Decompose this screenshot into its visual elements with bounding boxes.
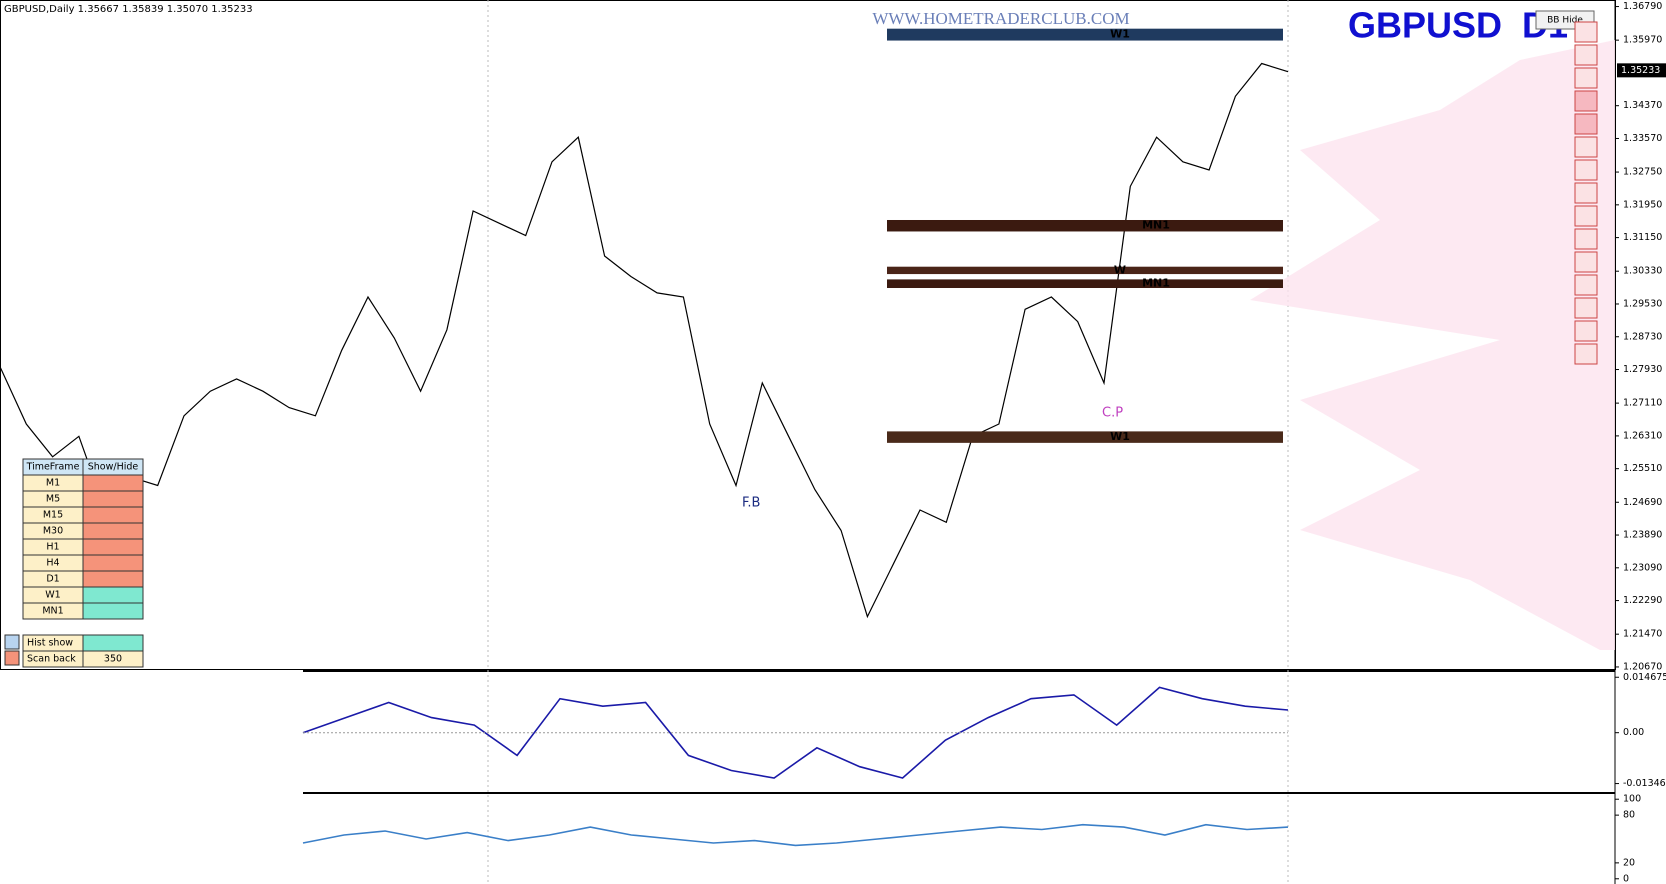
watermark: WWW.HOMETRADERCLUB.COM — [872, 9, 1129, 28]
toolbar-button[interactable] — [1574, 228, 1598, 250]
row-label: H4 — [46, 558, 59, 569]
toolbar-button[interactable] — [1574, 21, 1598, 43]
row-label: H1 — [46, 542, 59, 553]
toolbar-button[interactable] — [1574, 182, 1598, 204]
zone-label: MN1 — [1142, 277, 1170, 290]
table-header: Show/Hide — [88, 462, 139, 473]
toolbar-button[interactable] — [1574, 297, 1598, 319]
zone-label: W1 — [1110, 430, 1130, 443]
y-tick-label: 1.25510 — [1623, 463, 1662, 474]
row-label: M5 — [46, 494, 60, 505]
current-price-label: 1.35233 — [1621, 65, 1660, 76]
toggle-cell[interactable] — [82, 634, 144, 652]
zone — [887, 28, 1283, 41]
toolbar-button[interactable] — [1574, 274, 1598, 296]
toggle-cell[interactable] — [82, 490, 144, 508]
y-tick-label: 1.36790 — [1623, 1, 1662, 12]
toolbar-button[interactable] — [1574, 205, 1598, 227]
row-label: W1 — [45, 590, 60, 601]
y-tick-label: 1.27930 — [1623, 364, 1662, 375]
y-tick-label: 80 — [1623, 810, 1635, 821]
y-tick-label: 1.22290 — [1623, 595, 1662, 606]
zone — [887, 266, 1283, 275]
y-tick-label: 1.28730 — [1623, 331, 1662, 342]
y-tick-label: 0.014675 — [1623, 672, 1666, 683]
scan-back-value: 350 — [104, 654, 122, 665]
y-tick-label: 1.24690 — [1623, 497, 1662, 508]
toolbar-button[interactable] — [1574, 67, 1598, 89]
zone — [887, 431, 1283, 443]
zone-label: W — [1114, 263, 1126, 276]
icon[interactable] — [4, 634, 20, 650]
y-tick-label: 1.31150 — [1623, 232, 1662, 243]
y-tick-label: 0.00 — [1623, 727, 1644, 738]
price-line — [0, 62, 1289, 619]
toggle-cell[interactable] — [82, 570, 144, 588]
frame — [0, 0, 1616, 670]
zone — [887, 219, 1283, 232]
toggle-cell[interactable] — [82, 538, 144, 556]
y-tick-label: 0 — [1623, 873, 1629, 884]
icon[interactable] — [4, 650, 20, 666]
y-tick-label: 20 — [1623, 857, 1635, 868]
annotation: C.P — [1102, 406, 1123, 421]
toolbar-button[interactable] — [1574, 113, 1598, 135]
toggle-cell[interactable] — [82, 602, 144, 620]
y-tick-label: 1.34370 — [1623, 100, 1662, 111]
toolbar-button[interactable] — [1574, 343, 1598, 365]
input-cell[interactable] — [82, 650, 144, 668]
y-tick-label: 1.27110 — [1623, 398, 1662, 409]
y-tick-label: 1.20670 — [1623, 661, 1662, 672]
row-label: M15 — [43, 510, 63, 521]
y-tick-label: 1.35970 — [1623, 35, 1662, 46]
y-tick-label: 1.23890 — [1623, 530, 1662, 541]
toggle-cell[interactable] — [82, 554, 144, 572]
toolbar-button[interactable] — [1574, 159, 1598, 181]
scan-back: Scan back — [27, 654, 76, 665]
toolbar-button[interactable] — [1574, 136, 1598, 158]
row-label: M1 — [46, 478, 60, 489]
toggle-cell[interactable] — [82, 522, 144, 540]
hist-show: Hist show — [27, 638, 73, 649]
volume-profile — [1250, 40, 1615, 650]
y-tick-label: 1.21470 — [1623, 629, 1662, 640]
symbol-label: GBPUSD D1 — [1348, 5, 1568, 46]
toolbar-button[interactable] — [1574, 90, 1598, 112]
zone-label: W1 — [1110, 28, 1130, 41]
y-tick-label: 1.29530 — [1623, 298, 1662, 309]
toggle-cell[interactable] — [82, 586, 144, 604]
row-label: D1 — [46, 574, 59, 585]
toolbar-button[interactable] — [1574, 251, 1598, 273]
y-tick-label: 1.31950 — [1623, 199, 1662, 210]
zone — [887, 279, 1283, 289]
row-label: MN1 — [42, 606, 63, 617]
y-tick-label: 1.26310 — [1623, 430, 1662, 441]
zone-label: MN1 — [1142, 219, 1170, 232]
macd-line — [302, 686, 1289, 779]
y-tick-label: 1.32750 — [1623, 167, 1662, 178]
toggle-cell[interactable] — [82, 474, 144, 492]
current-price-box — [1617, 63, 1666, 78]
toggle-cell[interactable] — [82, 506, 144, 524]
y-tick-label: 1.30330 — [1623, 266, 1662, 277]
y-tick-label: 1.33570 — [1623, 133, 1662, 144]
toolbar-button[interactable] — [1574, 44, 1598, 66]
bb-hide-label[interactable]: BB Hide — [1547, 16, 1583, 26]
rsi-line — [302, 823, 1289, 847]
annotation: F.B — [742, 496, 760, 511]
y-tick-label: 1.23090 — [1623, 562, 1662, 573]
y-tick-label: -0.013468 — [1623, 778, 1666, 789]
table-header: TimeFrame — [26, 462, 80, 473]
row-label: M30 — [43, 526, 63, 537]
toolbar-button[interactable] — [1574, 320, 1598, 342]
y-tick-label: 100 — [1623, 794, 1641, 805]
chart-title: GBPUSD,Daily 1.35667 1.35839 1.35070 1.3… — [4, 4, 253, 15]
